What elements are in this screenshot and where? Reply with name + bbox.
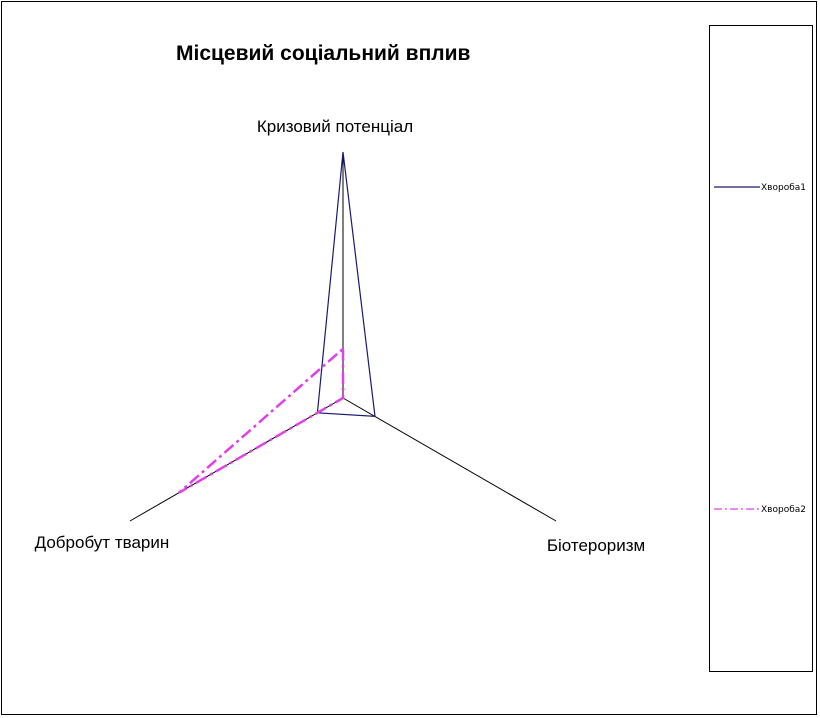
axis-label: Добробут тварин: [35, 533, 170, 552]
chart-title: Місцевий соціальний вплив: [176, 42, 471, 65]
legend-box: [709, 25, 813, 672]
axes-layer: [129, 152, 557, 522]
axis-labels-layer: Кризовий потенціал Біотероризм Добробут тв…: [35, 117, 646, 555]
legend-label: Хвороба1: [761, 183, 806, 193]
series-layer: [178, 151, 376, 494]
legend-label: Хвороба2: [761, 505, 806, 515]
axis-line: [342, 397, 557, 522]
axis-label: Кризовий потенціал: [257, 117, 413, 136]
series-polygon: [316, 151, 376, 418]
series-polygon: [178, 346, 345, 494]
legend-layer: Хвороба1 Хвороба2: [714, 183, 806, 515]
axis-label: Біотероризм: [547, 536, 645, 555]
